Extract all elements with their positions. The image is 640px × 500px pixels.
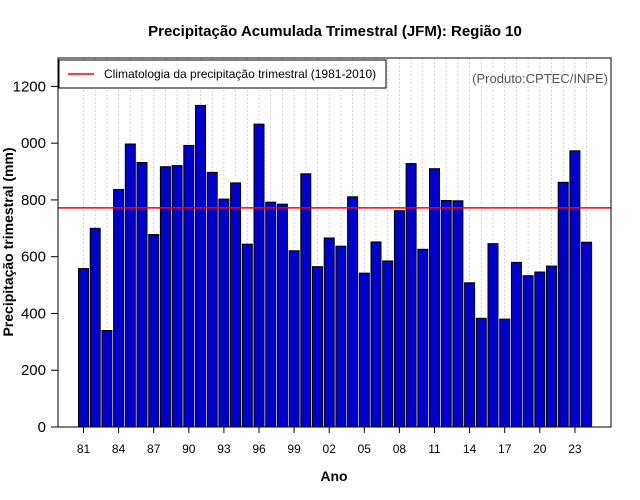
bar-2022 [557, 181, 569, 428]
bar-2004 [347, 196, 359, 428]
bar-2001 [312, 266, 323, 428]
bar-1984 [113, 188, 125, 428]
bar-2006 [370, 241, 382, 428]
x-tick-label: 17 [498, 442, 512, 456]
y-tick-label: 0 [38, 419, 46, 436]
x-axis: 81 84 87 90 93 96 99 02 05 08 11 14 17 20 23 [77, 427, 582, 456]
bar-2003 [335, 245, 347, 428]
bar-1996 [253, 123, 265, 428]
bars [78, 104, 593, 428]
bar-1999 [288, 250, 300, 428]
bar-2002 [323, 237, 335, 428]
bar-2013 [452, 200, 464, 428]
bar-2010 [417, 248, 429, 428]
bar-2018 [510, 261, 522, 428]
x-tick-label: 23 [568, 442, 582, 456]
bar-1989 [171, 165, 183, 428]
x-tick-label: 84 [112, 442, 126, 456]
y-tick-label: 200 [21, 362, 46, 379]
legend-label: Climatologia da precipitação trimestral … [104, 67, 376, 81]
x-axis-label: Ano [320, 468, 347, 484]
bar-2000 [300, 173, 312, 428]
y-tick-label: 000 [21, 135, 46, 152]
bar-1985 [124, 143, 136, 428]
y-tick-label: 1200 [13, 78, 46, 95]
x-tick-label: 93 [217, 442, 231, 456]
bar-1991 [195, 104, 206, 428]
x-tick-label: 90 [182, 442, 196, 456]
y-tick-label: 800 [21, 192, 46, 209]
bar-2008 [393, 210, 405, 428]
x-tick-label: 81 [77, 442, 91, 456]
y-tick-label: 400 [21, 305, 46, 322]
bar-1987 [148, 234, 160, 428]
x-tick-label: 99 [287, 442, 301, 456]
bar-2007 [382, 260, 394, 428]
bar-2017 [499, 318, 511, 428]
x-tick-label: 20 [533, 442, 547, 456]
bar-1997 [265, 201, 277, 428]
bar-1986 [136, 161, 148, 428]
x-tick-label: 08 [393, 442, 407, 456]
bar-2021 [546, 265, 557, 428]
bar-1993 [218, 198, 230, 428]
bar-1990 [183, 144, 195, 428]
bar-1988 [159, 166, 171, 428]
bar-1998 [276, 203, 288, 428]
y-axis-label: Precipitação trimestral (mm) [0, 147, 16, 336]
bar-2015 [475, 317, 487, 428]
bar-2012 [440, 199, 452, 428]
x-tick-label: 14 [463, 442, 477, 456]
bar-2023 [569, 150, 581, 428]
bar-2019 [522, 275, 534, 428]
chart-title: Precipitação Acumulada Trimestral (JFM):… [148, 23, 522, 40]
bar-2020 [534, 271, 546, 428]
x-tick-label: 11 [428, 442, 441, 456]
bar-2016 [487, 243, 499, 428]
x-tick-label: 02 [323, 442, 337, 456]
source-label: (Produto:CPTEC/INPE) [472, 71, 608, 86]
bar-1992 [206, 171, 218, 428]
bar-1994 [230, 182, 242, 428]
x-tick-label: 05 [358, 442, 372, 456]
bar-1983 [101, 329, 113, 428]
legend-box [58, 59, 387, 89]
bar-1982 [89, 227, 101, 428]
bar-1981 [78, 268, 89, 428]
bar-1995 [241, 243, 253, 428]
bar-2005 [358, 272, 370, 428]
bar-2009 [405, 163, 417, 428]
x-tick-label: 87 [147, 442, 161, 456]
legend: Climatologia da precipitação trimestral … [58, 59, 387, 89]
bar-2014 [464, 282, 476, 428]
plot-frame [57, 57, 612, 428]
x-tick-label: 96 [252, 442, 266, 456]
y-axis: 0 200 400 600 800 000 1200 [13, 78, 58, 436]
bar-2024 [581, 241, 593, 428]
y-tick-label: 600 [21, 249, 46, 266]
